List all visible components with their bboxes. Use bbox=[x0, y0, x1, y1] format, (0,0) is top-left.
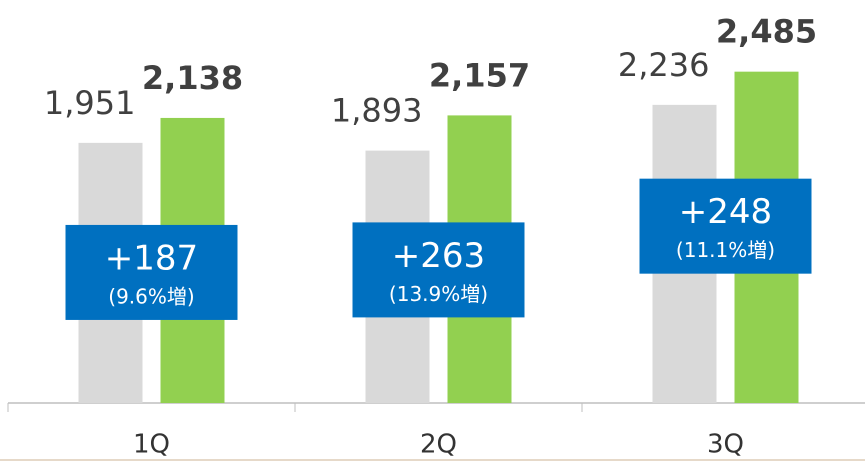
annotation-box bbox=[352, 222, 525, 318]
data-label: 1,951 bbox=[44, 84, 136, 122]
annotation-subtext: (9.6%増) bbox=[108, 284, 194, 308]
annotation-text: +187 bbox=[105, 238, 198, 278]
data-label: 2,157 bbox=[429, 56, 530, 94]
x-tick-label: 3Q bbox=[707, 430, 744, 460]
annotation-subtext: (13.9%増) bbox=[389, 282, 488, 306]
data-label: 2,485 bbox=[716, 13, 817, 51]
x-tick-label: 1Q bbox=[133, 430, 170, 460]
data-label: 2,138 bbox=[142, 59, 243, 97]
annotation-text: +248 bbox=[679, 192, 772, 232]
data-label: 1,893 bbox=[331, 92, 423, 130]
x-tick-label: 2Q bbox=[420, 430, 457, 460]
annotation-box bbox=[639, 178, 812, 274]
annotation-box bbox=[65, 224, 238, 320]
data-label: 2,236 bbox=[618, 46, 710, 84]
annotation-text: +263 bbox=[392, 236, 485, 276]
annotation-subtext: (11.1%増) bbox=[676, 238, 775, 262]
